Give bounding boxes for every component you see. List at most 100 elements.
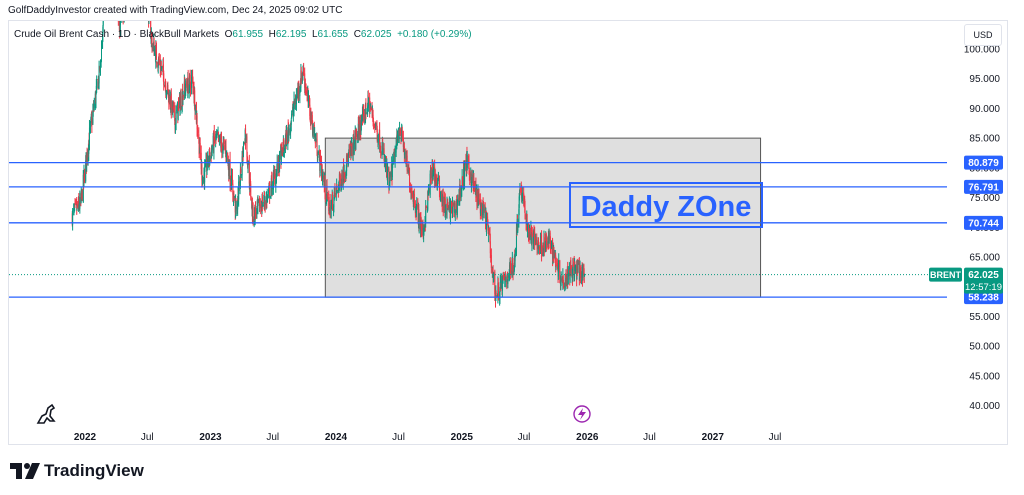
candle-body <box>303 68 305 76</box>
candle-body <box>121 11 122 17</box>
candle-body <box>97 79 99 81</box>
candle-body <box>158 59 160 63</box>
candle-body <box>457 199 459 203</box>
candle-body <box>163 85 165 87</box>
candle-body <box>514 253 516 262</box>
candle-body <box>572 263 574 279</box>
candle-body <box>214 140 216 142</box>
candle-body <box>512 258 514 267</box>
candle-body <box>150 21 152 39</box>
candle-body <box>232 183 234 195</box>
candle-body <box>189 74 191 87</box>
candle-body <box>543 237 545 253</box>
candle-body <box>500 278 502 287</box>
candle-body <box>179 102 181 112</box>
open-label: O <box>224 29 233 40</box>
chart-legend: Crude Oil Brent Cash · 1D · BlackBull Ma… <box>14 29 472 40</box>
candle-body <box>416 204 418 207</box>
candle-body <box>452 202 454 206</box>
level-price-tag <box>964 155 1003 170</box>
candle-body <box>116 0 117 2</box>
candle-body <box>421 227 423 233</box>
candle-body <box>534 231 536 245</box>
candle-body <box>242 143 244 156</box>
candle-body <box>233 194 235 199</box>
candle-body <box>473 177 475 188</box>
candle-body <box>102 21 104 26</box>
candle-body <box>412 195 414 201</box>
candle-body <box>317 158 319 160</box>
candle-body <box>84 173 86 182</box>
candle-body <box>255 208 257 214</box>
candle-body <box>174 119 176 131</box>
candle-body <box>402 138 404 147</box>
dino-icon[interactable] <box>36 403 56 424</box>
candle-body <box>279 151 281 168</box>
candle-body <box>124 0 125 8</box>
candle-body <box>340 182 342 187</box>
candle-body <box>83 171 85 181</box>
candle-body <box>538 242 540 247</box>
candle-body <box>480 203 482 215</box>
candle-body <box>489 241 491 254</box>
candle-body <box>309 104 311 116</box>
y-tick-label: 55.000 <box>969 312 1000 323</box>
open-value: 61.955 <box>232 29 264 40</box>
candle-body <box>450 200 452 210</box>
candle-body <box>298 85 300 94</box>
candle-body <box>550 248 552 250</box>
candle-body <box>577 263 579 270</box>
chart-credit: GolfDaddyInvestor created with TradingVi… <box>8 5 343 16</box>
candle-body <box>227 152 229 161</box>
candle-body <box>78 197 80 204</box>
lightning-icon-glyph <box>578 408 586 420</box>
zone-rectangle[interactable] <box>324 137 762 298</box>
level-price-tag-label: 58.238 <box>968 293 999 304</box>
candle-body <box>125 0 126 11</box>
candle-body <box>286 132 288 145</box>
candle-body <box>169 98 171 107</box>
candle-body <box>175 111 177 124</box>
y-tick-label: 40.000 <box>969 401 1000 412</box>
candle-body <box>168 94 170 105</box>
candle-body <box>149 8 150 15</box>
candle-body <box>513 270 515 275</box>
candle-body <box>555 266 557 268</box>
candle-body <box>311 115 313 125</box>
low-value: 61.655 <box>317 29 349 40</box>
candle-body <box>464 162 466 166</box>
candle-body <box>350 147 352 152</box>
candle-body <box>461 176 463 187</box>
candle-body <box>328 196 330 212</box>
candle-body <box>330 205 332 218</box>
candle-body <box>536 245 538 250</box>
candle-body <box>249 178 251 183</box>
candle-body <box>476 189 478 206</box>
tradingview-logo[interactable]: TradingView <box>10 461 144 481</box>
candle-body <box>365 112 367 114</box>
candle-body <box>197 129 199 134</box>
candle-body <box>430 172 432 178</box>
candle-body <box>437 177 439 180</box>
candle-body <box>466 155 468 168</box>
candle-body <box>88 140 90 154</box>
candle-body <box>550 238 552 247</box>
candle-body <box>157 65 159 68</box>
candle-body <box>275 173 277 186</box>
currency-button[interactable]: USD <box>964 24 1002 46</box>
x-tick-label: 2022 <box>74 432 97 443</box>
candle-body <box>155 47 157 64</box>
candle-body <box>425 205 427 223</box>
candle-body <box>74 203 76 204</box>
candle-body <box>463 167 465 186</box>
candle-body <box>351 143 353 149</box>
candle-body <box>401 130 403 139</box>
candle-body <box>487 216 489 222</box>
candle-body <box>567 272 569 277</box>
candle-body <box>153 48 155 55</box>
candle-body <box>209 156 211 163</box>
candle-body <box>584 274 586 276</box>
candle-body <box>262 205 264 206</box>
symbol-tag <box>929 267 962 282</box>
